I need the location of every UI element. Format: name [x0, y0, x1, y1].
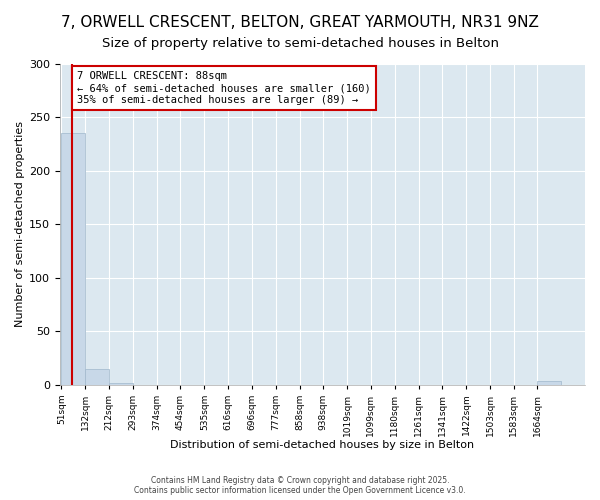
Bar [538, 382, 562, 384]
Text: 7, ORWELL CRESCENT, BELTON, GREAT YARMOUTH, NR31 9NZ: 7, ORWELL CRESCENT, BELTON, GREAT YARMOU… [61, 15, 539, 30]
Bar [109, 382, 133, 384]
X-axis label: Distribution of semi-detached houses by size in Belton: Distribution of semi-detached houses by … [170, 440, 475, 450]
Bar [61, 134, 85, 384]
Text: Size of property relative to semi-detached houses in Belton: Size of property relative to semi-detach… [101, 38, 499, 51]
Y-axis label: Number of semi-detached properties: Number of semi-detached properties [15, 122, 25, 328]
Text: Contains HM Land Registry data © Crown copyright and database right 2025.
Contai: Contains HM Land Registry data © Crown c… [134, 476, 466, 495]
Text: 7 ORWELL CRESCENT: 88sqm
← 64% of semi-detached houses are smaller (160)
35% of : 7 ORWELL CRESCENT: 88sqm ← 64% of semi-d… [77, 72, 371, 104]
Bar [85, 368, 109, 384]
